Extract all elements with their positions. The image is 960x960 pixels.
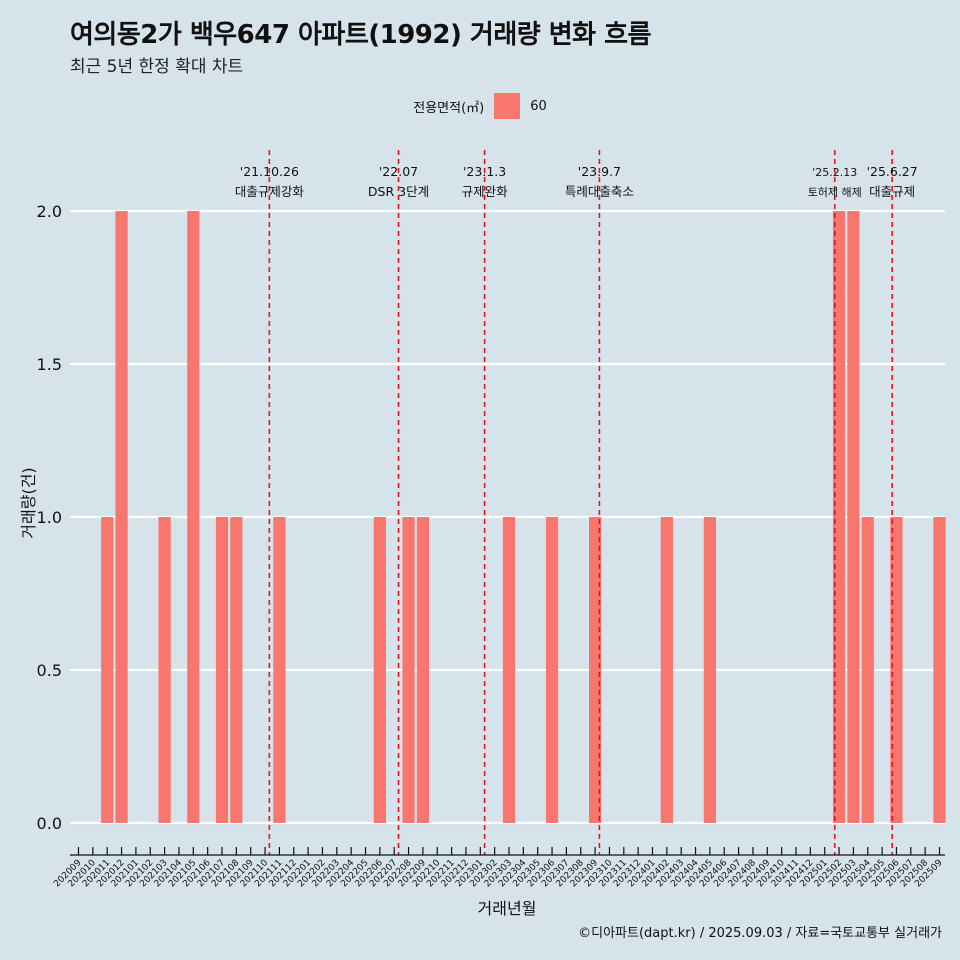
bar-202209 [416, 517, 429, 823]
event-date-label: '25.6.27 [867, 164, 918, 179]
legend-label: 60 [530, 98, 547, 114]
source-caption: ©디아파트(dapt.kr) / 2025.09.03 / 자료=국토교통부 실… [578, 926, 942, 941]
event-name-label: 규제완화 [462, 184, 509, 199]
bar-202107 [215, 517, 229, 823]
chart-subtitle: 최근 5년 한정 확대 차트 [70, 57, 244, 77]
event-name-label: 대출규제강화 [235, 184, 305, 199]
event-name-label: DSR 3단계 [368, 184, 429, 199]
bar-202306 [545, 517, 559, 823]
event-date-label: '23.9.7 [578, 164, 621, 179]
y-axis-title: 거래량(건) [19, 467, 38, 538]
bar-202111 [273, 517, 286, 823]
bar-202103 [158, 517, 171, 823]
bar-202206 [373, 517, 386, 823]
y-tick-label: 1.0 [37, 508, 62, 527]
event-date-label: '21.10.26 [240, 164, 299, 179]
bar-202012 [115, 211, 128, 823]
chart-title: 여의동2가 백우647 아파트(1992) 거래량 변화 흐름 [70, 20, 651, 50]
event-name-label: 토허제 해제 [808, 185, 862, 199]
bar-202405 [703, 517, 716, 823]
bar-202309 [589, 517, 602, 823]
bar-202503 [847, 211, 860, 823]
event-date-label: '23.1.3 [463, 164, 506, 179]
bar-202504 [861, 517, 874, 823]
y-tick-label: 2.0 [37, 202, 62, 221]
axes: 0.00.51.01.52.02020092020102020112020122… [19, 202, 945, 918]
event-lines: '21.10.26 대출규제강화 '22.07 DSR 3단계 '23.1.3 규제완화 '… [235, 150, 918, 855]
bars [101, 211, 946, 823]
y-tick-label: 0.0 [37, 814, 62, 833]
bar-202303 [502, 517, 516, 823]
bar-202108 [230, 517, 243, 823]
bar-202402 [660, 517, 673, 823]
legend-title: 전용면적(㎡) [413, 100, 485, 116]
event-name-label: 대출규제 [869, 184, 915, 199]
y-tick-label: 0.5 [37, 661, 62, 680]
bar-202502 [832, 211, 846, 823]
bar-202105 [187, 211, 200, 823]
legend: 전용면적(㎡) 60 [0, 93, 960, 119]
event-name-label: 특례대출축소 [565, 184, 634, 199]
bar-202208 [402, 517, 415, 823]
y-tick-label: 1.5 [37, 355, 62, 374]
legend-color-key [494, 93, 521, 119]
bar-202011 [101, 517, 114, 823]
event-date-label: '25.2.13 [812, 166, 857, 179]
bar-202506 [890, 517, 903, 823]
bar-202509 [933, 517, 946, 823]
x-axis-title: 거래년월 [478, 899, 537, 918]
event-date-label: '22.07 [379, 164, 418, 179]
